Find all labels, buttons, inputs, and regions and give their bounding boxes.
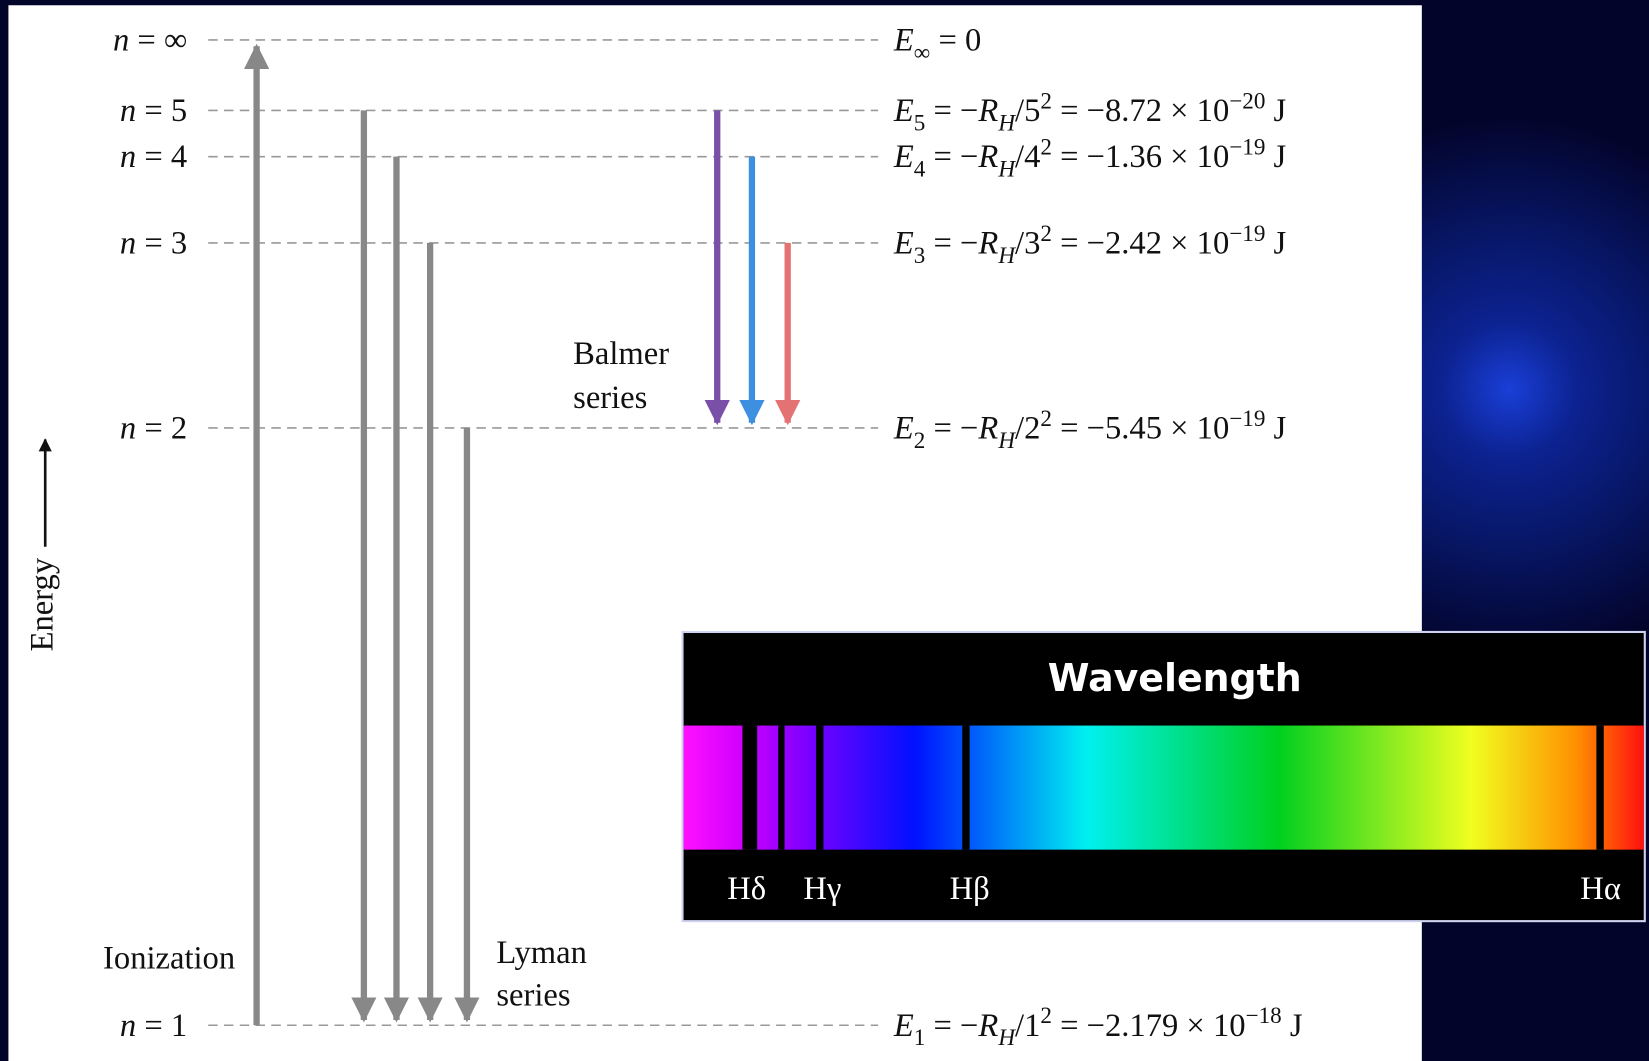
text-part: J [1282, 1008, 1303, 1044]
text-part: −19 [1229, 135, 1265, 161]
level-energy: E3 = −RH/32 = −2.42 × 10−19 J [893, 221, 1286, 269]
text-part: 2 [1040, 221, 1052, 247]
level-label: n = 5 [120, 93, 187, 129]
spectral-line-label: Hδ [727, 871, 766, 907]
text-part: 2 [1040, 1003, 1052, 1029]
text-part: H [997, 157, 1016, 183]
text-part: 1 [914, 1025, 926, 1051]
level-label: n = 1 [120, 1008, 187, 1044]
text-part: E [893, 225, 914, 261]
ionization-label: Ionization [103, 940, 235, 976]
text-part: = 0 [930, 22, 981, 58]
level-energy: E4 = −RH/42 = −1.36 × 10−19 J [893, 135, 1286, 183]
level-energy: E1 = −RH/12 = −2.179 × 10−18 J [893, 1003, 1303, 1051]
text-part: R [977, 1008, 998, 1044]
text-part: −18 [1246, 1003, 1282, 1029]
text-part: 2 [1040, 406, 1052, 432]
balmer-label: Balmer [573, 336, 669, 372]
text-part: = − [925, 1008, 978, 1044]
text-part: 3 [914, 243, 926, 269]
level-label: n = 2 [120, 410, 187, 446]
text-part: = 5 [136, 93, 187, 129]
text-part: n [120, 410, 136, 446]
text-part: n [120, 1008, 136, 1044]
text-part: /3 [1015, 225, 1040, 261]
text-part: = 2 [136, 410, 187, 446]
spectrum: Wavelength Hδ Hγ Hβ Hα [681, 630, 1646, 923]
text-part: H [997, 243, 1016, 269]
level-label: n = ∞ [113, 22, 187, 58]
spectral-line-label: Hβ [950, 871, 990, 907]
text-part: J [1265, 93, 1286, 129]
text-part: = −1.36 × 10 [1052, 139, 1229, 175]
text-part: −19 [1229, 221, 1265, 247]
text-part: = 4 [136, 139, 187, 175]
text-part: = 1 [136, 1008, 187, 1044]
level-energy: E2 = −RH/22 = −5.45 × 10−19 J [893, 406, 1286, 454]
spectrum-gap [778, 725, 785, 850]
text-part: n [113, 22, 129, 58]
text-part: R [977, 410, 998, 446]
text-part: E [893, 139, 914, 175]
level-energy: E∞ = 0 [893, 22, 981, 65]
text-part: E [893, 410, 914, 446]
level-label: n = 4 [120, 139, 187, 175]
text-part: E [893, 22, 914, 58]
text-part: 5 [914, 110, 926, 136]
text-part: J [1265, 410, 1286, 446]
text-part: /1 [1015, 1008, 1040, 1044]
text-part: 4 [914, 157, 926, 183]
text-part: n [120, 93, 136, 129]
spectral-line-label: Hα [1580, 871, 1621, 907]
text-part: = 3 [136, 225, 187, 261]
energy-axis-label: Energy [25, 557, 61, 651]
text-part: n [120, 225, 136, 261]
text-part: /5 [1015, 93, 1040, 129]
text-part: n [120, 139, 136, 175]
level-label: n = 3 [120, 225, 187, 261]
text-part: = −2.42 × 10 [1052, 225, 1229, 261]
text-part: R [977, 93, 998, 129]
text-part: H [997, 110, 1016, 136]
text-part: R [977, 139, 998, 175]
text-part: J [1265, 139, 1286, 175]
text-part: R [977, 225, 998, 261]
text-part: = ∞ [129, 22, 187, 58]
balmer-label: series [573, 380, 647, 416]
text-part: = −5.45 × 10 [1052, 410, 1229, 446]
text-part: E [893, 93, 914, 129]
text-part: 2 [914, 428, 926, 454]
spectrum-bar [683, 725, 1644, 850]
spectrum-gap [1596, 725, 1604, 850]
levels: n = ∞ E∞ = 0n = 5 E5 = −RH/52 = −8.72 × 10… [113, 22, 1303, 1051]
text-part: /4 [1015, 139, 1040, 175]
arrows [38, 43, 801, 1026]
text-part: = −8.72 × 10 [1052, 93, 1229, 129]
lyman-label: series [496, 977, 570, 1013]
spectrum-gap [742, 725, 758, 850]
text-part: = − [925, 410, 978, 446]
text-part: H [997, 428, 1016, 454]
text-part: = − [925, 139, 978, 175]
text-part: −19 [1229, 406, 1265, 432]
text-part: = − [925, 93, 978, 129]
text-part: ∞ [914, 40, 931, 66]
spectrum-title: Wavelength [1048, 656, 1302, 700]
text-part: 2 [1040, 88, 1052, 114]
text-part: H [997, 1025, 1016, 1051]
spectrum-gap [816, 725, 824, 850]
spectrum-gap [962, 725, 970, 850]
text-part: /2 [1015, 410, 1040, 446]
text-part: J [1265, 225, 1286, 261]
text-part: E [893, 1008, 914, 1044]
level-energy: E5 = −RH/52 = −8.72 × 10−20 J [893, 88, 1286, 136]
text-part: = − [925, 225, 978, 261]
text-part: = −2.179 × 10 [1052, 1008, 1246, 1044]
text-part: −20 [1229, 88, 1265, 114]
lyman-label: Lyman [496, 935, 586, 971]
spectral-line-label: Hγ [803, 871, 841, 907]
text-part: 2 [1040, 135, 1052, 161]
